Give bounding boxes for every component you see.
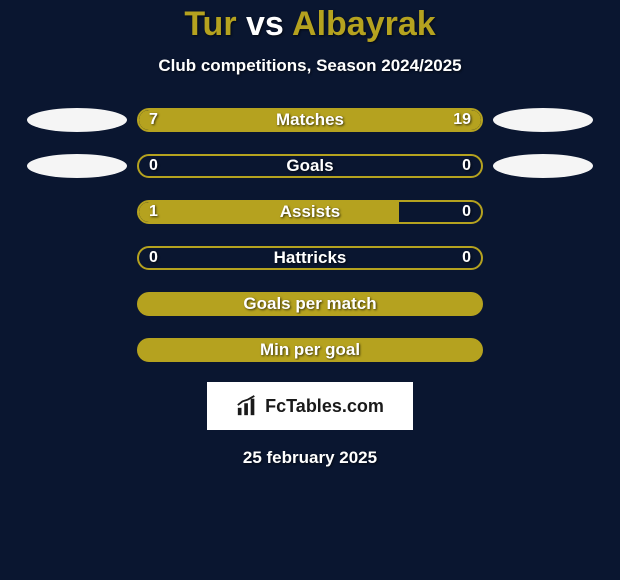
spacer [493, 246, 593, 270]
comparison-container: Tur vs Albayrak Club competitions, Seaso… [0, 0, 620, 580]
stat-label: Matches [139, 110, 481, 130]
stat-bar: 00Goals [137, 154, 483, 178]
player2-badge [493, 108, 593, 132]
stat-label: Hattricks [139, 248, 481, 268]
logo-box: FcTables.com [207, 382, 413, 430]
logo-text: FcTables.com [265, 396, 384, 417]
stats-rows: 719Matches 00Goals 10Assists 00Hattricks Goa… [0, 108, 620, 362]
spacer [27, 246, 127, 270]
stat-bar: Min per goal [137, 338, 483, 362]
stat-bar: 00Hattricks [137, 246, 483, 270]
player2-name: Albayrak [292, 5, 436, 43]
stat-bar: 10Assists [137, 200, 483, 224]
stat-label: Goals [139, 156, 481, 176]
stat-bar: 719Matches [137, 108, 483, 132]
chart-icon [236, 395, 258, 417]
player1-name: Tur [184, 5, 236, 43]
spacer [493, 200, 593, 224]
spacer [27, 338, 127, 362]
stat-label: Assists [139, 202, 481, 222]
vs-text: vs [246, 5, 284, 43]
stat-row: 00Hattricks [0, 246, 620, 270]
stat-label: Goals per match [139, 294, 481, 314]
stat-bar: Goals per match [137, 292, 483, 316]
stat-row: Min per goal [0, 338, 620, 362]
player1-badge [27, 108, 127, 132]
stat-row: 719Matches [0, 108, 620, 132]
stat-row: 10Assists [0, 200, 620, 224]
spacer [493, 338, 593, 362]
stat-row: 00Goals [0, 154, 620, 178]
player1-badge [27, 154, 127, 178]
stat-label: Min per goal [139, 340, 481, 360]
date-text: 25 february 2025 [243, 448, 377, 468]
subtitle-text: Club competitions, Season 2024/2025 [158, 56, 461, 76]
spacer [27, 292, 127, 316]
stat-row: Goals per match [0, 292, 620, 316]
spacer [27, 200, 127, 224]
spacer [493, 292, 593, 316]
page-title: Tur vs Albayrak [184, 5, 435, 44]
player2-badge [493, 154, 593, 178]
